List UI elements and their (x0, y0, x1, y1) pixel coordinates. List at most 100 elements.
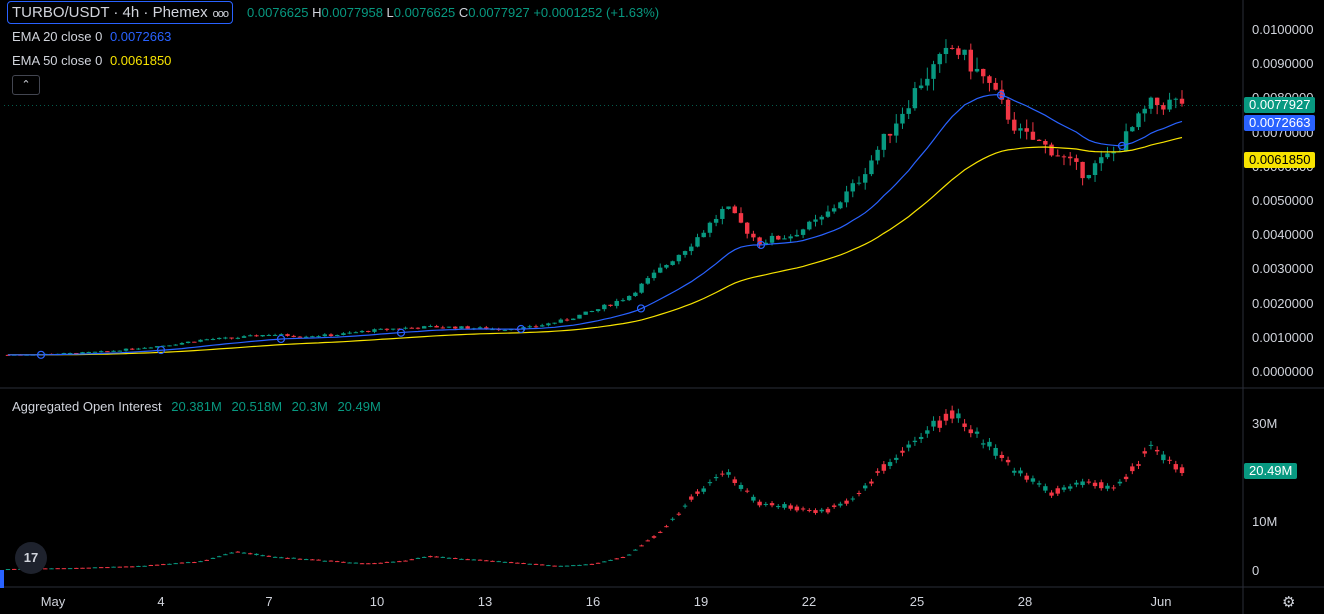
candle-body (210, 339, 216, 341)
candle-body (1030, 131, 1036, 140)
oi-candle-body (894, 457, 899, 460)
candle-body (1123, 131, 1129, 152)
candle-body (620, 300, 626, 302)
time-tick: 4 (157, 594, 165, 609)
oi-candle-body (658, 531, 663, 533)
oi-candle-body (1142, 451, 1147, 454)
ema20-legend[interactable]: EMA 20 close 0 0.0072663 (12, 29, 171, 44)
gear-icon[interactable]: ⚙ (1282, 594, 1296, 611)
oi-candle-body (614, 558, 619, 560)
oi-candle-body (1092, 482, 1098, 487)
symbol-selector[interactable]: TURBO/USDT · 4h · Phemex ooo (7, 1, 233, 24)
selection-marker (0, 570, 4, 588)
candle-body (552, 322, 557, 324)
candle-body (925, 78, 930, 86)
oi-candle-body (838, 503, 843, 506)
candle-body (291, 335, 296, 337)
oi-candle-body (366, 563, 371, 565)
collapse-legend-button[interactable]: ⌃ (12, 75, 40, 95)
candle-body (378, 328, 383, 330)
oi-value-4: 20.49M (337, 399, 381, 414)
candle-body (856, 182, 862, 184)
oi-candle-body (372, 563, 377, 565)
oi-candle-body (303, 559, 309, 561)
ema20-label: EMA 20 close 0 (12, 29, 103, 44)
candle-body (533, 326, 539, 328)
candle-body (428, 325, 433, 327)
time-tick: 7 (265, 594, 273, 609)
candle-body (595, 309, 601, 312)
oi-candle-body (1173, 464, 1178, 470)
oi-candle-body (1061, 487, 1067, 490)
oi-candle-body (831, 505, 837, 507)
ema20-line (8, 94, 1183, 356)
candle-body (440, 327, 446, 329)
oi-candle-body (1111, 487, 1116, 489)
oi-candle-body (241, 552, 247, 554)
oi-candle-body (92, 567, 98, 569)
oi-candle-body (968, 429, 974, 434)
oi-candle-body (881, 464, 887, 471)
candle-body (1043, 141, 1048, 145)
oi-candle-body (558, 565, 564, 567)
open-interest-legend[interactable]: Aggregated Open Interest 20.381M 20.518M… (12, 399, 381, 414)
oi-candle-body (192, 562, 197, 564)
candle-body (142, 347, 147, 349)
oi-candle-body (1154, 449, 1160, 452)
more-options-icon[interactable]: ooo (212, 8, 229, 20)
candle-body (477, 327, 483, 329)
ema50-legend[interactable]: EMA 50 close 0 0.0061850 (12, 53, 171, 68)
oi-candle-body (248, 553, 253, 555)
candle-body (167, 345, 172, 347)
candle-body (577, 314, 582, 319)
oi-candle-body (198, 561, 203, 563)
oi-candle-body (272, 556, 278, 558)
oi-candle-body (981, 443, 986, 445)
oi-candle-body (260, 555, 265, 557)
candle-body (800, 229, 806, 235)
oi-candle-body (1086, 481, 1092, 483)
price-tag: 0.0061850 (1244, 152, 1316, 169)
oi-candle-body (993, 447, 998, 456)
oi-candle-body (1024, 475, 1029, 480)
time-tick: 10 (369, 594, 385, 609)
oi-candle-body (552, 565, 557, 567)
candle-body (1179, 98, 1185, 104)
oi-candle-body (794, 506, 800, 511)
oi-candle-body (956, 413, 961, 419)
oi-candle-body (421, 556, 427, 558)
time-tick: 28 (1017, 594, 1033, 609)
candle-body (254, 335, 259, 337)
oi-candle-body (937, 420, 942, 428)
oi-candle-body (1005, 459, 1011, 463)
candle-body (869, 160, 874, 175)
oi-candle-body (763, 503, 769, 505)
oi-value-1: 20.381M (171, 399, 222, 414)
oi-candle-body (856, 492, 862, 495)
oi-candle-body (564, 565, 570, 567)
candle-body (111, 350, 116, 352)
oi-candle-body (676, 513, 682, 515)
candle-body (1055, 155, 1060, 157)
candle-body (540, 325, 545, 327)
candle-body (707, 222, 713, 233)
oi-candle-body (633, 549, 638, 551)
oi-candle-body (589, 563, 595, 565)
candle-body (589, 311, 595, 313)
oi-candle-body (875, 471, 880, 473)
oi-candle-body (216, 556, 222, 558)
candle-body (1148, 97, 1154, 109)
candle-body (328, 334, 334, 336)
candle-body (173, 344, 178, 346)
oi-candle-body (446, 557, 452, 559)
oi-candle-body (471, 559, 477, 561)
oi-candle-body (86, 567, 91, 569)
oi-candle-body (98, 567, 104, 569)
oi-candle-body (776, 505, 781, 508)
candle-body (248, 335, 253, 337)
tradingview-logo[interactable]: 17 (15, 542, 47, 574)
oi-candle-body (185, 562, 191, 564)
candle-body (446, 326, 452, 328)
candle-body (1105, 153, 1110, 158)
